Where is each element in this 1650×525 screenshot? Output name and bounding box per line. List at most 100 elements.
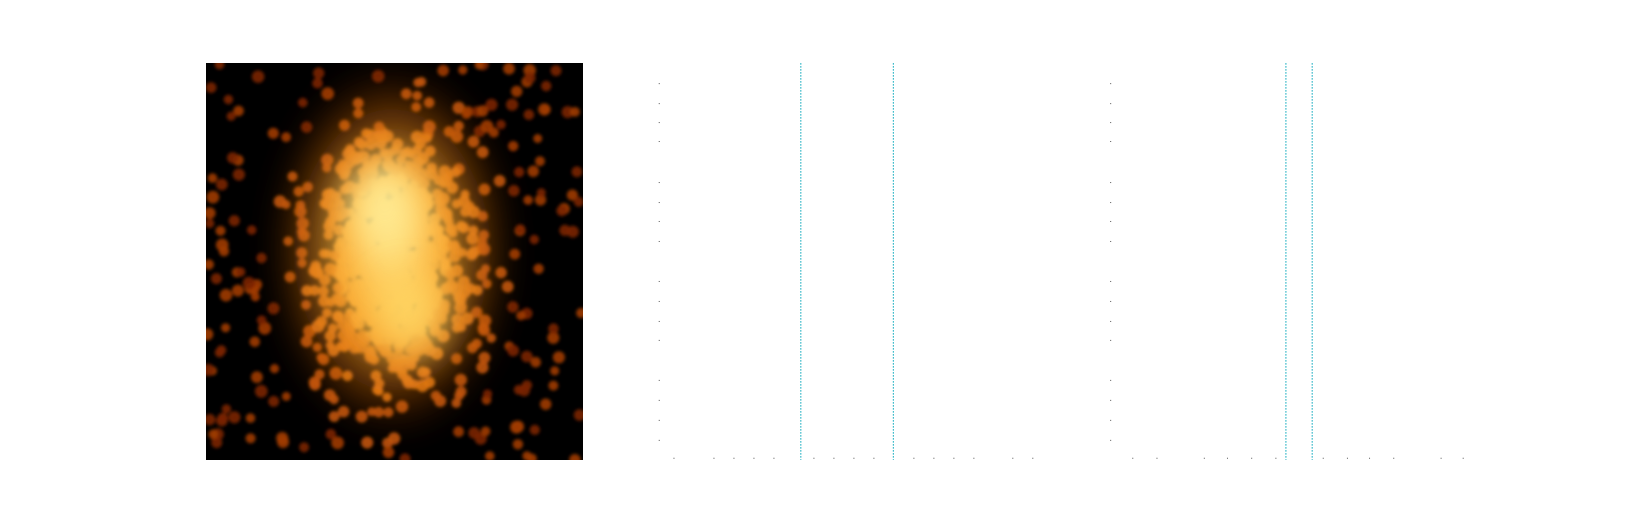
heatmap-glow: [272, 65, 512, 435]
heatmap-hotspot: [350, 160, 420, 250]
heatmap-blob: [485, 98, 498, 111]
tick-dot: [1110, 379, 1112, 381]
tick-dot: [1110, 103, 1112, 105]
tick-dot: [933, 457, 935, 459]
heatmap-blob: [219, 288, 233, 302]
heatmap-blob: [523, 109, 535, 120]
heatmap-blob: [516, 310, 526, 321]
heatmap-blob: [245, 433, 256, 444]
tick-dot: [1032, 457, 1034, 459]
tick-dot: [1110, 320, 1112, 322]
tick-dot: [1156, 457, 1158, 459]
heatmap-blob: [550, 65, 562, 77]
heatmap-blob: [507, 301, 519, 313]
heatmap-blob: [227, 152, 239, 164]
heatmap-blob: [331, 436, 344, 450]
heatmap-blob: [552, 351, 566, 364]
heatmap-blob: [313, 67, 325, 79]
tick-dot: [1110, 182, 1112, 184]
tick-dot: [873, 457, 875, 459]
heatmap-blob: [206, 413, 216, 426]
tick-dot: [1226, 457, 1228, 459]
heatmap-blob: [214, 63, 225, 70]
heatmap-blob: [298, 97, 308, 108]
heatmap-blob: [458, 65, 468, 75]
heatmap-blob: [399, 453, 411, 460]
heatmap-blob: [216, 345, 227, 356]
tick-dot: [1110, 122, 1112, 124]
heatmap-blob: [512, 439, 524, 450]
heatmap-blob: [529, 424, 540, 435]
heatmap-blob: [526, 453, 537, 460]
heatmap-blob: [533, 263, 544, 274]
heatmap-blob: [387, 432, 401, 445]
tick-dot: [833, 457, 835, 459]
heatmap-blob: [382, 446, 395, 459]
heatmap-blob: [249, 336, 261, 348]
heatmap-blob: [206, 259, 214, 270]
tick-dot: [713, 457, 715, 459]
heatmap-blob: [496, 119, 506, 130]
tick-dot: [658, 220, 660, 222]
heatmap-blob: [312, 77, 323, 89]
tick-dot: [673, 457, 675, 459]
heatmap-blob: [536, 188, 546, 198]
tick-dot: [1132, 457, 1134, 459]
heatmap-blob: [361, 436, 374, 449]
heatmap-blob: [480, 120, 494, 133]
tick-dot: [1203, 457, 1205, 459]
heatmap-blob: [573, 409, 583, 421]
heatmap-blob: [524, 72, 536, 84]
tick-dot: [658, 83, 660, 85]
heatmap-blob: [233, 105, 244, 117]
heatmap-blob: [251, 371, 263, 384]
heatmap-blob: [540, 398, 552, 410]
tick-dot: [658, 182, 660, 184]
heatmap-blob: [515, 224, 526, 235]
heatmap-blob: [521, 350, 533, 363]
tick-dot: [1393, 457, 1395, 459]
heatmap-blob: [541, 80, 552, 92]
tick-dot: [658, 399, 660, 401]
heatmap-blob: [206, 207, 216, 219]
tick-dot: [1110, 83, 1112, 85]
heatmap-blob: [566, 189, 579, 201]
heatmap-blob: [571, 166, 583, 178]
heatmap-blob: [508, 140, 519, 152]
heatmap-blob: [505, 98, 519, 111]
tick-dot: [913, 457, 915, 459]
tick-dot: [1251, 457, 1253, 459]
empty-panels: [658, 63, 1464, 460]
tick-dot: [1275, 457, 1277, 459]
heatmap-blob: [206, 218, 215, 229]
heatmap-blob: [299, 442, 310, 453]
heatmap-blob: [325, 428, 337, 440]
heatmap-blob: [511, 85, 523, 98]
heatmap-blob: [206, 363, 215, 377]
heatmap-blob: [236, 267, 246, 277]
tick-dot: [1110, 300, 1112, 302]
heatmap-blob: [569, 454, 581, 460]
heatmap-blob: [538, 103, 551, 116]
heatmap-blob: [277, 435, 290, 449]
heatmap-blob: [523, 195, 533, 205]
heatmap-blob: [573, 196, 583, 207]
heatmap-blob: [258, 321, 272, 335]
heatmap-blob: [207, 173, 218, 183]
heatmap-blob: [476, 105, 489, 117]
heatmap-blob: [211, 437, 223, 449]
heatmap-blob: [527, 165, 540, 178]
heatmap-blob: [232, 168, 245, 181]
heatmap-blob: [228, 215, 240, 227]
heatmap: [206, 63, 583, 460]
tick-dot: [813, 457, 815, 459]
heatmap-blob: [561, 106, 574, 119]
heatmap-blob: [206, 328, 214, 341]
heatmap-blob: [437, 64, 450, 77]
heatmap-blob: [507, 344, 520, 357]
heatmap-blob: [453, 426, 464, 438]
heatmap-blob: [534, 194, 547, 206]
heatmap-blob: [246, 225, 257, 235]
